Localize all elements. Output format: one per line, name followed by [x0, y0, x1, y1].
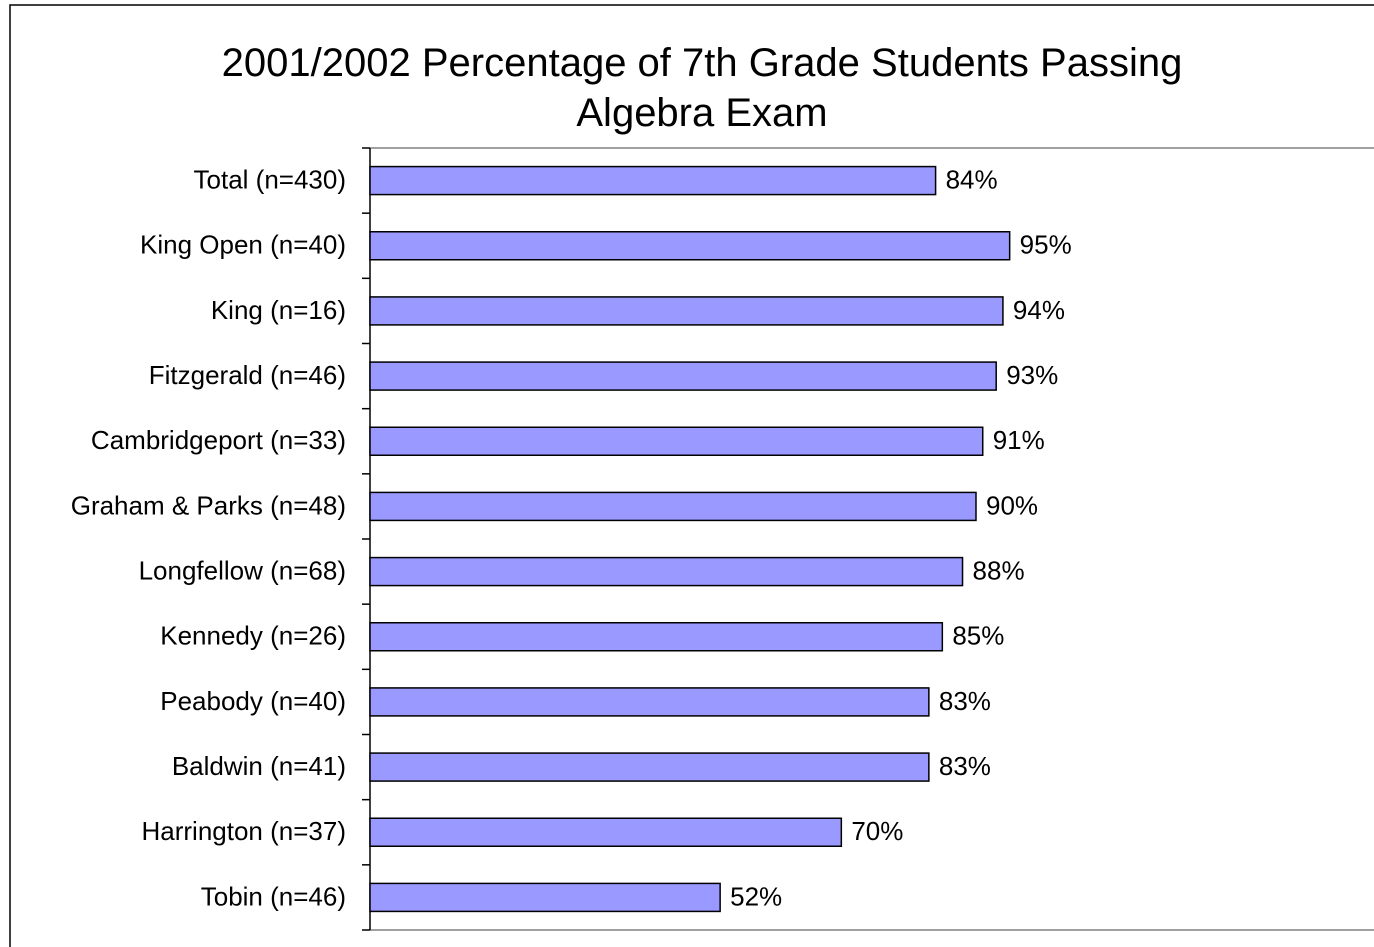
value-label: 52% [730, 881, 782, 911]
value-label: 70% [851, 816, 903, 846]
y-tick-label: Cambridgeport (n=33) [91, 425, 346, 455]
bar [369, 556, 964, 587]
y-tick-label: Kennedy (n=26) [160, 621, 346, 651]
y-tick-label: Longfellow (n=68) [139, 555, 346, 585]
bar [369, 882, 721, 913]
value-label: 88% [973, 555, 1025, 585]
value-label: 84% [946, 164, 998, 194]
y-tick-label: Fitzgerald (n=46) [149, 360, 346, 390]
bar [369, 361, 997, 391]
bar [369, 426, 984, 456]
y-tick-label: King (n=16) [211, 295, 346, 325]
y-tick-label: Baldwin (n=41) [172, 751, 346, 781]
y-tick-label: Peabody (n=40) [160, 686, 346, 716]
value-label: 91% [993, 425, 1045, 455]
y-tick-label: King Open (n=40) [140, 230, 346, 260]
bar [369, 165, 937, 196]
bar [369, 622, 944, 652]
y-tick-label: Graham & Parks (n=48) [71, 490, 346, 520]
value-label: 83% [939, 686, 991, 716]
y-tick-label: Harrington (n=37) [142, 816, 347, 846]
bar [369, 687, 930, 717]
bar [369, 491, 977, 522]
bar [369, 817, 843, 847]
chart-title: 2001/2002 Percentage of 7th Grade Studen… [221, 41, 1183, 135]
bar [369, 752, 930, 782]
value-label: 85% [952, 621, 1004, 651]
bar [369, 296, 1004, 326]
y-tick-label: Total (n=430) [194, 164, 346, 194]
y-tick-label: Tobin (n=46) [201, 881, 346, 911]
value-label: 95% [1020, 230, 1072, 260]
value-label: 90% [986, 490, 1038, 520]
value-label: 83% [939, 751, 991, 781]
bar [369, 231, 1011, 261]
value-label: 94% [1013, 295, 1065, 325]
value-label: 93% [1006, 360, 1058, 390]
chart-border [9, 4, 1374, 947]
